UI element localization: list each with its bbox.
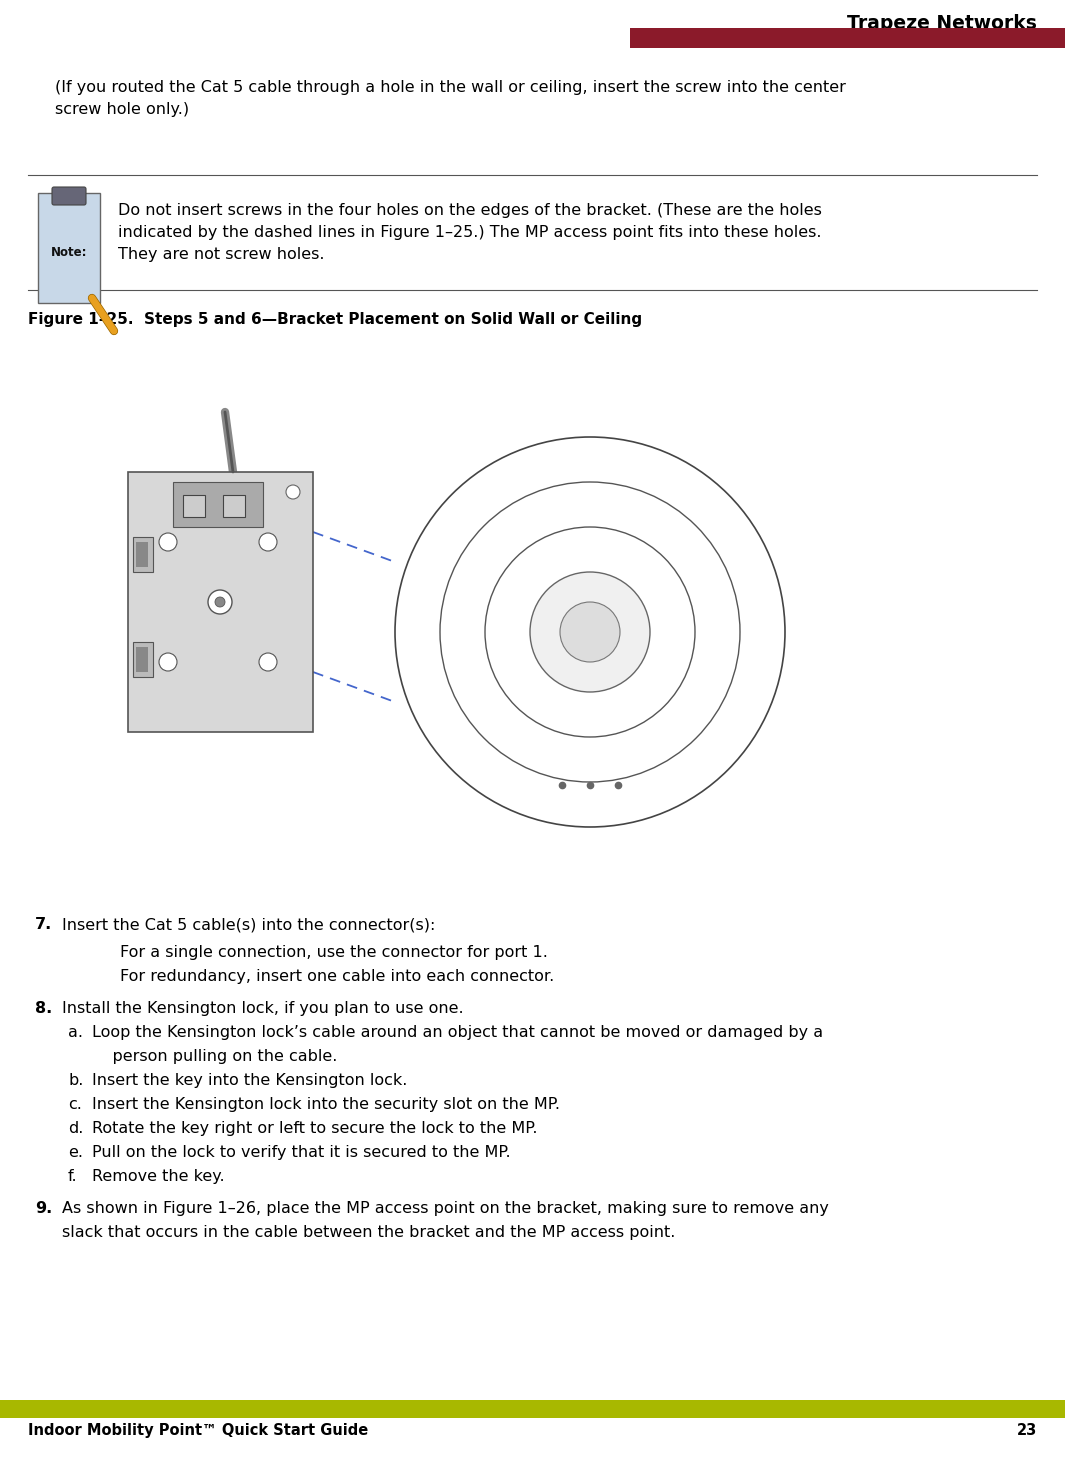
FancyBboxPatch shape xyxy=(52,187,86,204)
Text: c.: c. xyxy=(68,1096,82,1113)
Text: e.: e. xyxy=(68,1145,83,1161)
Text: Insert the key into the Kensington lock.: Insert the key into the Kensington lock. xyxy=(92,1073,408,1088)
Text: As shown in Figure 1–26, place the MP access point on the bracket, making sure t: As shown in Figure 1–26, place the MP ac… xyxy=(62,1202,829,1216)
Text: For redundancy, insert one cable into each connector.: For redundancy, insert one cable into ea… xyxy=(120,969,554,984)
Text: 8.: 8. xyxy=(35,1002,52,1016)
Text: For a single connection, use the connector for port 1.: For a single connection, use the connect… xyxy=(120,945,547,961)
Bar xyxy=(0,1400,1065,1418)
Circle shape xyxy=(560,602,620,661)
Text: (If you routed the Cat 5 cable through a hole in the wall or ceiling, insert the: (If you routed the Cat 5 cable through a… xyxy=(55,80,846,117)
Text: person pulling on the cable.: person pulling on the cable. xyxy=(92,1048,338,1064)
Circle shape xyxy=(530,572,650,692)
Circle shape xyxy=(259,533,277,550)
Bar xyxy=(183,495,204,517)
Text: Remove the key.: Remove the key. xyxy=(92,1169,225,1184)
Bar xyxy=(173,482,263,527)
Circle shape xyxy=(208,590,232,615)
Text: Loop the Kensington lock’s cable around an object that cannot be moved or damage: Loop the Kensington lock’s cable around … xyxy=(92,1025,823,1040)
Text: Trapeze Networks: Trapeze Networks xyxy=(847,15,1037,34)
Circle shape xyxy=(159,533,177,550)
Bar xyxy=(630,28,1065,48)
Text: Do not insert screws in the four holes on the edges of the bracket. (These are t: Do not insert screws in the four holes o… xyxy=(118,203,822,218)
Text: d.: d. xyxy=(68,1121,83,1136)
Text: indicated by the dashed lines in Figure 1–25.) The MP access point fits into the: indicated by the dashed lines in Figure … xyxy=(118,225,821,239)
Circle shape xyxy=(286,485,300,499)
Circle shape xyxy=(159,653,177,672)
Text: Figure 1–25.  Steps 5 and 6—Bracket Placement on Solid Wall or Ceiling: Figure 1–25. Steps 5 and 6—Bracket Place… xyxy=(28,312,642,327)
Bar xyxy=(223,495,245,517)
Bar xyxy=(38,193,100,304)
Bar xyxy=(133,537,153,572)
Bar xyxy=(136,542,148,566)
Bar xyxy=(133,642,153,677)
Bar xyxy=(128,472,313,731)
Bar xyxy=(136,647,148,672)
Text: Note:: Note: xyxy=(51,247,87,260)
Text: Install the Kensington lock, if you plan to use one.: Install the Kensington lock, if you plan… xyxy=(62,1002,463,1016)
Text: Rotate the key right or left to secure the lock to the MP.: Rotate the key right or left to secure t… xyxy=(92,1121,538,1136)
Text: Insert the Cat 5 cable(s) into the connector(s):: Insert the Cat 5 cable(s) into the conne… xyxy=(62,917,436,931)
Circle shape xyxy=(259,653,277,672)
Text: Insert the Kensington lock into the security slot on the MP.: Insert the Kensington lock into the secu… xyxy=(92,1096,560,1113)
Text: f.: f. xyxy=(68,1169,78,1184)
Text: They are not screw holes.: They are not screw holes. xyxy=(118,247,325,261)
Circle shape xyxy=(215,597,225,607)
Text: Indoor Mobility Point™ Quick Start Guide: Indoor Mobility Point™ Quick Start Guide xyxy=(28,1424,368,1438)
Text: 9.: 9. xyxy=(35,1202,52,1216)
Text: b.: b. xyxy=(68,1073,83,1088)
Text: slack that occurs in the cable between the bracket and the MP access point.: slack that occurs in the cable between t… xyxy=(62,1225,675,1240)
Text: a.: a. xyxy=(68,1025,83,1040)
Text: 23: 23 xyxy=(1017,1424,1037,1438)
Bar xyxy=(54,188,84,203)
Text: 7.: 7. xyxy=(35,917,52,931)
Text: Pull on the lock to verify that it is secured to the MP.: Pull on the lock to verify that it is se… xyxy=(92,1145,510,1161)
